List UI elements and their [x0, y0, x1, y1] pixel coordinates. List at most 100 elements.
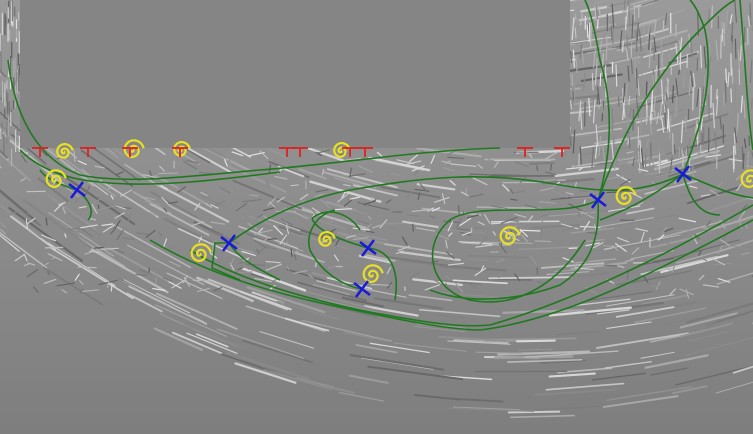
streak — [406, 191, 412, 198]
streak — [588, 97, 591, 117]
separatrix — [431, 199, 599, 303]
streak — [64, 233, 67, 238]
streak — [552, 190, 568, 198]
streak — [749, 59, 753, 84]
streak — [268, 160, 310, 179]
streak — [333, 177, 367, 188]
streak — [740, 95, 743, 113]
streak — [527, 215, 534, 223]
streak — [62, 155, 126, 202]
streak — [406, 214, 419, 217]
streak — [327, 264, 342, 269]
streak — [242, 198, 262, 203]
streak — [58, 201, 66, 206]
streak — [273, 275, 288, 282]
streak — [572, 298, 631, 307]
streak — [246, 286, 326, 314]
streak — [386, 266, 392, 275]
streak — [675, 365, 753, 386]
streak — [642, 26, 646, 50]
streak — [688, 159, 691, 172]
streak — [651, 161, 658, 170]
streak — [225, 351, 310, 381]
streak — [632, 29, 688, 48]
streak — [747, 15, 751, 27]
streak — [37, 177, 69, 203]
streak — [285, 225, 290, 235]
streak — [675, 228, 691, 232]
streak — [345, 157, 362, 161]
streak — [439, 279, 482, 286]
streak — [168, 260, 181, 268]
streak — [580, 141, 624, 149]
streak — [657, 234, 665, 241]
streak — [0, 0, 12, 13]
streak — [297, 281, 367, 302]
streak — [369, 342, 430, 354]
streak — [198, 236, 203, 243]
streak — [645, 98, 648, 118]
streak — [231, 151, 244, 157]
streak — [700, 45, 703, 69]
streak — [642, 46, 678, 58]
separatrix — [189, 204, 753, 327]
streak — [155, 292, 238, 330]
streak — [455, 283, 464, 293]
streak — [20, 177, 26, 182]
streak — [632, 54, 636, 70]
streak — [199, 193, 226, 208]
streak — [641, 73, 644, 87]
streak — [655, 65, 658, 86]
separatrix — [584, 0, 611, 201]
streak — [379, 219, 388, 229]
spiral — [123, 139, 145, 159]
streak — [371, 224, 382, 229]
streak — [113, 219, 121, 231]
streak — [263, 207, 275, 212]
streak — [730, 88, 733, 103]
streak — [715, 381, 753, 394]
streak — [94, 165, 105, 169]
streak — [437, 314, 469, 319]
streak — [655, 281, 661, 290]
streak — [284, 317, 330, 332]
streak — [255, 177, 260, 182]
streak — [668, 115, 672, 140]
streak — [713, 310, 753, 324]
streak — [502, 184, 510, 192]
streak — [622, 96, 626, 121]
streak — [639, 110, 643, 135]
streak — [524, 350, 619, 358]
streak — [266, 218, 301, 232]
streak — [434, 196, 450, 203]
streak — [311, 207, 321, 214]
streak — [263, 246, 278, 250]
streak — [583, 220, 591, 231]
streak — [635, 228, 649, 232]
streak — [595, 23, 617, 29]
streak — [356, 219, 370, 225]
streak — [457, 205, 460, 215]
streak — [579, 13, 583, 26]
streak — [638, 29, 642, 52]
streak — [543, 179, 556, 182]
streak — [9, 215, 57, 251]
streak — [307, 274, 314, 279]
streak — [621, 40, 624, 53]
streak — [627, 65, 630, 82]
streak — [298, 168, 327, 180]
streak — [666, 267, 674, 272]
streak — [417, 192, 421, 200]
streak — [671, 85, 675, 104]
streak — [77, 160, 87, 166]
streak — [23, 263, 30, 267]
streak — [579, 108, 583, 130]
streak — [606, 214, 677, 229]
streak — [101, 223, 114, 227]
attachment-points — [32, 147, 570, 157]
streak — [266, 197, 271, 204]
streak — [629, 107, 632, 118]
streak — [183, 160, 198, 170]
streak — [650, 113, 653, 125]
streak — [612, 53, 646, 63]
